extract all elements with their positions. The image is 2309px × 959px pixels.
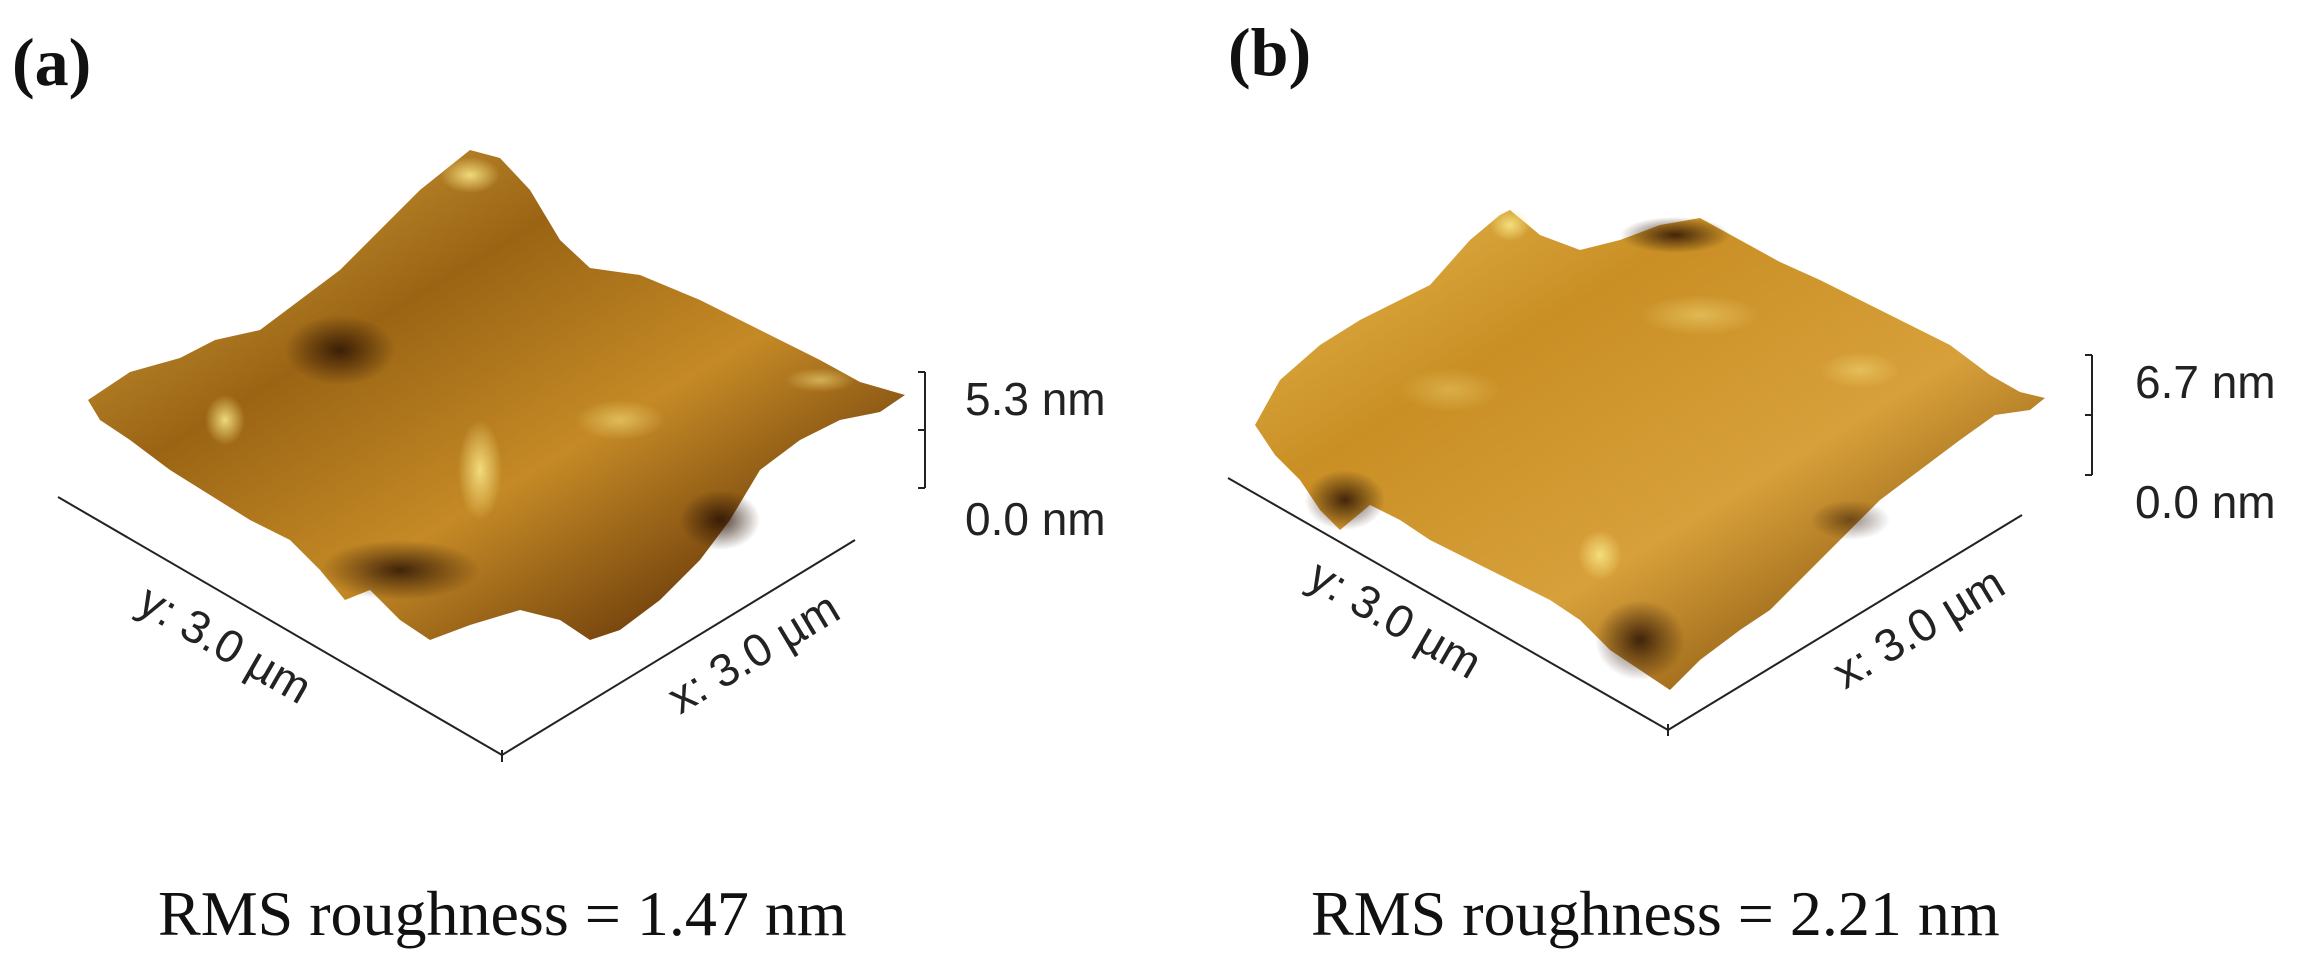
afm-surface-a — [88, 150, 905, 640]
panel-a-label: (a) — [12, 24, 92, 100]
rms-caption-a: RMS roughness = 1.47 nm — [158, 878, 847, 949]
z-max-label-b: 6.7 nm — [2135, 356, 2276, 408]
z-scale-bar-b — [2085, 354, 2093, 476]
rms-caption-b: RMS roughness = 2.21 nm — [1311, 878, 2000, 949]
z-scale-bar-a — [918, 371, 926, 489]
afm-surface-b — [1255, 209, 2045, 690]
z-min-label-a: 0.0 nm — [965, 493, 1106, 545]
base-axes-a — [57, 496, 856, 762]
panel-b-label: (b) — [1228, 14, 1312, 90]
base-axes-b — [1227, 477, 2023, 736]
z-max-label-a: 5.3 nm — [965, 373, 1106, 425]
y-axis-label-b: y: 3.0 µm — [1300, 549, 1491, 689]
z-min-label-b: 0.0 nm — [2135, 476, 2276, 528]
